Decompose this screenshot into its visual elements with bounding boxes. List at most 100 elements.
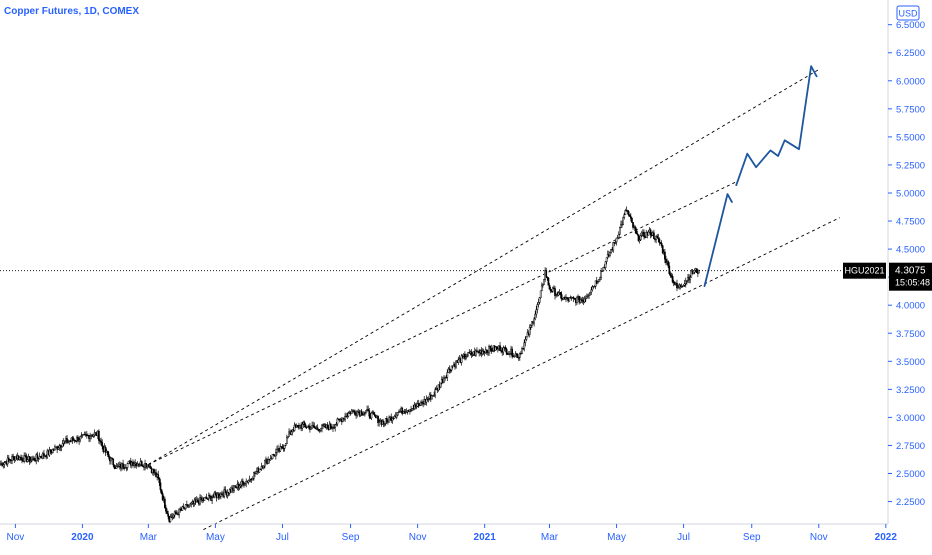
price-candle (559, 291, 562, 299)
trendline-1[interactable] (148, 181, 737, 465)
trendline-2[interactable] (148, 69, 819, 465)
candle-body (624, 210, 627, 215)
candle-body (516, 353, 519, 359)
candle-body (43, 453, 45, 457)
y-tick-label: 5.5000 (896, 132, 925, 143)
price-candle (632, 222, 634, 230)
candle-body (542, 284, 544, 286)
candle-body (112, 458, 115, 465)
candle-body (450, 365, 453, 371)
candle-body (247, 480, 250, 483)
y-tick-label: 6.0000 (896, 76, 925, 87)
candle-body (282, 448, 285, 450)
candle-body (529, 325, 532, 328)
price-candle (414, 403, 417, 410)
price-candle (255, 470, 257, 475)
price-candle (368, 407, 371, 420)
candle-body (326, 424, 329, 428)
candle-body (233, 485, 235, 491)
currency-button[interactable]: USD (896, 5, 920, 21)
price-candle (446, 369, 449, 382)
price-candle (269, 454, 272, 461)
x-tick-label: 2022 (875, 532, 898, 543)
projection-path-1[interactable] (703, 193, 733, 288)
price-candle (439, 382, 442, 389)
candle-body (635, 230, 638, 234)
price-candle (354, 409, 356, 416)
price-candle (126, 462, 129, 471)
candle-body (190, 502, 193, 505)
price-candle (189, 502, 191, 507)
price-candle (537, 298, 540, 308)
y-tick-label: 2.7500 (896, 441, 925, 452)
candle-body (205, 496, 208, 499)
candle-body (98, 430, 100, 441)
candle-body (18, 456, 21, 460)
price-candle (264, 459, 266, 469)
price-candle (543, 278, 545, 285)
candle-body (239, 484, 242, 487)
candle-body (188, 505, 190, 508)
price-candle (361, 412, 364, 416)
price-candle (591, 284, 594, 292)
candle-body (683, 283, 686, 286)
x-tick-label: Jul (276, 532, 289, 543)
candle-body (547, 277, 550, 286)
price-candle (54, 444, 56, 451)
candle-body (504, 346, 507, 350)
price-candle (661, 245, 664, 255)
price-candle (488, 344, 490, 357)
price-candle (167, 510, 169, 520)
candle-body (267, 459, 270, 464)
price-candle (427, 396, 430, 403)
candle-body (538, 297, 541, 303)
candle-body (127, 461, 130, 464)
candle-body (182, 506, 185, 508)
candle-body (560, 294, 563, 300)
price-candle (551, 286, 554, 293)
candle-body (528, 327, 531, 335)
price-candle (676, 279, 678, 292)
price-candle (367, 405, 370, 412)
trendline-3[interactable] (203, 217, 840, 531)
price-candle (659, 242, 662, 245)
candle-body (6, 457, 9, 465)
price-candle (193, 497, 196, 507)
price-candle (518, 352, 521, 361)
candle-body (616, 237, 619, 239)
price-candle (672, 279, 675, 287)
price-candle (209, 493, 211, 499)
price-candle (534, 310, 537, 321)
price-candle (313, 422, 316, 429)
candle-body (679, 284, 682, 287)
candle-body (258, 468, 261, 473)
price-candle (356, 409, 359, 418)
price-candle (223, 486, 226, 499)
candle-body (684, 280, 687, 284)
projection-path-2[interactable] (735, 65, 818, 187)
candle-body (601, 270, 604, 272)
price-candle (92, 434, 95, 438)
price-candle (526, 329, 529, 338)
candle-body (367, 409, 370, 411)
y-tick-label: 3.0000 (896, 413, 925, 424)
candle-body (293, 424, 296, 431)
price-candle (417, 399, 420, 409)
candle-body (618, 227, 621, 235)
candle-body (284, 443, 287, 446)
candle-body (656, 235, 659, 238)
candle-body (80, 435, 83, 437)
candle-body (647, 231, 650, 236)
candle-body (643, 232, 645, 237)
price-candle (172, 513, 175, 520)
price-candle (283, 445, 286, 452)
candle-body (361, 414, 364, 416)
x-tick-label: Mar (140, 532, 158, 543)
trendlines-layer (148, 69, 840, 531)
candle-body (417, 403, 420, 405)
candle-body (658, 238, 661, 243)
price-candle (610, 249, 612, 255)
price-candle (28, 456, 31, 465)
